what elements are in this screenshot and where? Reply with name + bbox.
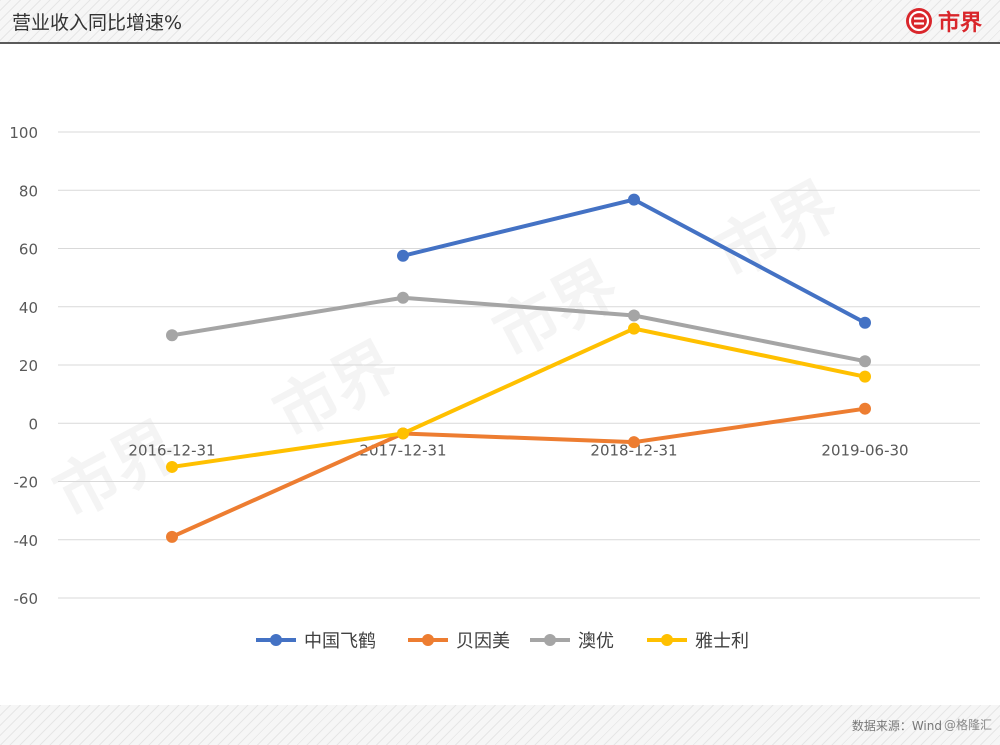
data-point xyxy=(859,355,871,368)
y-tick-label: 80 xyxy=(19,182,38,200)
legend-item: 雅士利 xyxy=(647,631,749,652)
series-layer xyxy=(166,193,871,543)
legend-label: 澳优 xyxy=(578,631,614,652)
x-tick-label: 2019-06-30 xyxy=(821,441,908,459)
data-point xyxy=(628,309,640,322)
footer-bar: 数据来源：Wind @格隆汇 xyxy=(0,705,1000,745)
header-bar: 营业收入同比增速% 市界 xyxy=(0,0,1000,44)
legend-item: 澳优 xyxy=(530,631,614,652)
y-tick-label: 60 xyxy=(19,241,38,259)
legend-label: 雅士利 xyxy=(695,631,749,652)
series-line xyxy=(170,406,867,539)
gridlines xyxy=(58,131,980,599)
data-point xyxy=(628,193,640,206)
legend-item: 中国飞鹤 xyxy=(256,631,376,652)
x-tick-label: 2016-12-31 xyxy=(128,441,215,459)
x-tick-label: 2018-12-31 xyxy=(590,441,677,459)
brand-coin-icon xyxy=(905,8,932,34)
x-tick-label: 2017-12-31 xyxy=(359,441,446,459)
data-point xyxy=(397,291,409,304)
series-line xyxy=(170,326,867,469)
series-group xyxy=(397,193,871,329)
series-group xyxy=(166,291,871,368)
x-axis-ticks: 2016-12-31 2017-12-31 2018-12-31 2019-06-30 xyxy=(128,441,908,459)
data-point xyxy=(859,370,871,383)
data-point xyxy=(397,249,409,262)
y-tick-label: 40 xyxy=(19,299,38,317)
legend-label: 贝因美 xyxy=(456,631,510,652)
series-group xyxy=(166,322,871,473)
data-point xyxy=(859,316,871,329)
data-point xyxy=(397,427,409,440)
y-tick-label: 0 xyxy=(28,415,38,433)
source-note: 数据来源：Wind xyxy=(851,719,942,733)
legend-label: 中国飞鹤 xyxy=(304,631,376,652)
legend-swatch-marker xyxy=(661,634,673,646)
page-title: 营业收入同比增速% xyxy=(12,12,183,34)
y-tick-label: -20 xyxy=(14,474,39,492)
data-point xyxy=(628,322,640,335)
data-point xyxy=(628,436,640,449)
data-point xyxy=(166,460,178,473)
data-point xyxy=(166,530,178,543)
y-tick-label: -40 xyxy=(14,532,39,550)
credit-watermark: @格隆汇 xyxy=(943,718,992,732)
brand-logo: 市界 xyxy=(904,5,982,37)
brand-name: 市界 xyxy=(937,11,982,36)
y-axis-ticks: 100 80 60 40 20 0 -20 -40 -60 xyxy=(9,124,38,608)
data-point xyxy=(859,402,871,415)
y-tick-label: 20 xyxy=(19,357,38,375)
legend-swatch-marker xyxy=(422,634,434,646)
legend-swatch-marker xyxy=(544,634,556,646)
legend-swatch-marker xyxy=(270,634,282,646)
y-tick-label: 100 xyxy=(9,124,38,142)
legend: 中国飞鹤 贝因美 澳优 雅士利 xyxy=(256,631,749,652)
y-tick-label: -60 xyxy=(14,590,39,608)
legend-item: 贝因美 xyxy=(408,631,510,652)
data-point xyxy=(166,329,178,342)
series-line xyxy=(170,295,867,364)
